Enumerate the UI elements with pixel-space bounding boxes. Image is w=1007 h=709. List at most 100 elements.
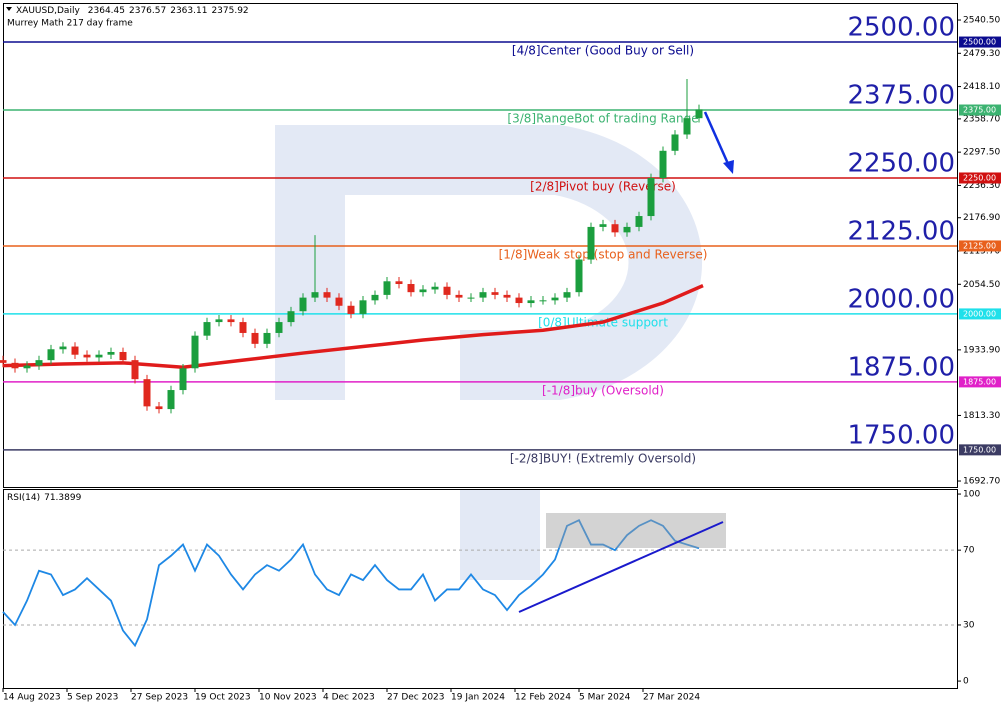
candle-body (167, 390, 175, 410)
trend-arrow (703, 111, 731, 167)
candle-body (95, 354, 103, 358)
candle-body (35, 360, 43, 366)
level-tag (959, 172, 1001, 184)
candle-body (491, 292, 499, 295)
level-tag-label: 2125.00 (963, 241, 996, 250)
level-tag (959, 444, 1001, 456)
candle-body (431, 286, 439, 290)
candle-body (479, 292, 487, 298)
candles (0, 79, 703, 414)
x-tick-label: 19 Jan 2024 (451, 693, 505, 703)
candle-body (239, 322, 247, 333)
candle-body (191, 335, 199, 369)
x-tick-label: 4 Dec 2023 (323, 693, 375, 703)
x-tick-label: 27 Mar 2024 (643, 693, 700, 703)
candle-body (599, 224, 607, 227)
candle-body (119, 351, 127, 361)
level-tag (959, 104, 1001, 116)
candle-body (263, 332, 271, 344)
rsi-tick-label: 100 (963, 490, 980, 500)
rsi-tick-label: 0 (963, 677, 969, 687)
x-tick-label: 12 Feb 2024 (515, 693, 571, 703)
candle-body (203, 322, 211, 336)
candle-body (407, 284, 415, 293)
candle-body (59, 346, 67, 350)
candle-body (683, 118, 691, 135)
level-tag-label: 1875.00 (963, 377, 996, 386)
indicator-name: Murrey Math 217 day frame (7, 19, 133, 29)
level-description: [3/8]RangeBot of trading Range (507, 112, 698, 126)
candle-body (659, 150, 667, 178)
level-description: [4/8]Center (Good Buy or Sell) (512, 44, 694, 58)
rsi-title: RSI(14) (7, 493, 40, 503)
x-tick-label: 14 Aug 2023 (3, 693, 61, 703)
watermark (275, 125, 703, 400)
candle-body (311, 292, 319, 298)
axes: 2540.50 2479.30 2418.10 2358.70 2297.50 2236.… (2, 16, 1001, 703)
candle-body (419, 289, 427, 293)
y-tick-label: 1813.30 (963, 411, 1000, 421)
y-tick-label: 2236.30 (963, 181, 1000, 191)
candle-body (383, 281, 391, 295)
trend-arrow-head (723, 160, 734, 174)
candle-body (551, 297, 559, 301)
candle-body (131, 360, 139, 380)
level-tag-label: 2250.00 (963, 173, 996, 182)
candle-body (323, 292, 331, 298)
rsi-header: RSI(14) 71.3899 (7, 493, 82, 503)
open-value: 2364.45 (88, 6, 125, 16)
symbol: XAUUSD,Daily (16, 6, 80, 16)
candle-body (527, 300, 535, 304)
candle-body (503, 294, 511, 298)
high-value: 2376.57 (129, 6, 166, 16)
rsi-last: 71.3899 (44, 493, 81, 503)
candle-body (539, 300, 547, 302)
candle-body (155, 406, 163, 410)
rsi-tick-label: 70 (963, 546, 975, 556)
y-tick-label: 2540.50 (963, 16, 1000, 26)
rsi-zone (546, 513, 726, 548)
candle-body (11, 362, 19, 369)
x-tick-label: 19 Oct 2023 (195, 693, 251, 703)
level-description: [2/8]Pivot buy (Reverse) (530, 179, 676, 193)
candle-body (299, 297, 307, 312)
candle-body (335, 297, 343, 306)
candle-body (107, 351, 115, 355)
candle-body (275, 322, 283, 333)
level-label: 2250.00 (847, 148, 955, 178)
level-tag-label: 2000.00 (963, 309, 996, 318)
chart-header: XAUUSD,Daily 2364.45 2376.57 2363.11 2375.92 (16, 6, 249, 16)
level-tag-label: 2375.00 (963, 106, 996, 115)
candle-body (671, 134, 679, 151)
level-tag (959, 376, 1001, 388)
candle-body (227, 319, 235, 323)
y-tick-label: 2054.50 (963, 280, 1000, 290)
level-label: 1875.00 (847, 352, 955, 382)
candle-body (179, 368, 187, 391)
y-tick-label: 1933.90 (963, 345, 1000, 355)
level-label: 2500.00 (847, 13, 955, 43)
level-tag (959, 240, 1001, 252)
candle-body (623, 226, 631, 233)
candle-body (515, 297, 523, 304)
candle-body (467, 297, 475, 299)
level-description: [-2/8]BUY! (Extremly Oversold) (510, 451, 696, 465)
y-tick-label: 2418.10 (963, 82, 1000, 92)
level-tag-label: 1750.00 (963, 445, 996, 454)
level-tag-label: 2500.00 (963, 38, 996, 47)
rsi-layer (2, 519, 957, 648)
candle-body (563, 292, 571, 298)
candle-body (455, 294, 463, 298)
y-tick-label: 1692.70 (963, 477, 1000, 487)
x-tick-label: 10 Nov 2023 (259, 693, 317, 703)
level-description: [1/8]Weak stop (stop and Reverse) (499, 247, 708, 261)
level-label: 2125.00 (847, 216, 955, 246)
candle-body (587, 226, 595, 260)
y-tick-label: 2115.70 (963, 247, 1000, 257)
rsi-tick-label: 30 (963, 620, 975, 630)
candle-body (47, 349, 55, 361)
candle-body (395, 281, 403, 285)
low-value: 2363.11 (170, 6, 207, 16)
candle-body (371, 294, 379, 301)
candle-body (251, 332, 259, 344)
